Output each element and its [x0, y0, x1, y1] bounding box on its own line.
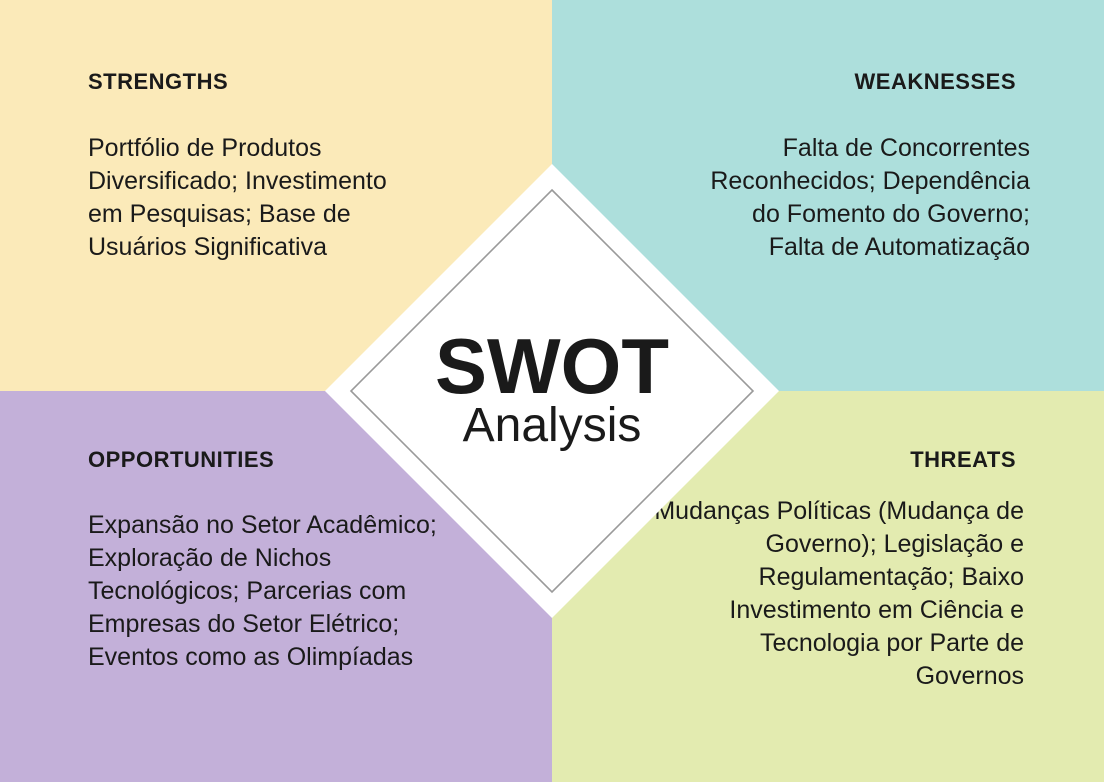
weaknesses-text: Falta de Concorrentes Reconhecidos; Depe…	[710, 134, 1030, 261]
weaknesses-heading: WEAKNESSES	[854, 69, 1016, 94]
threats-text: Mudanças Políticas (Mudança de Governo);…	[654, 497, 1024, 690]
opportunities-heading: OPPORTUNITIES	[88, 447, 275, 472]
strengths-text: Portfólio de Produtos Diversificado; Inv…	[88, 134, 387, 261]
swot-title: SWOT	[435, 322, 669, 410]
strengths-heading: STRENGTHS	[88, 69, 229, 94]
analysis-subtitle: Analysis	[462, 399, 642, 452]
opportunities-text: Expansão no Setor Acadêmico; Exploração …	[88, 511, 437, 671]
threats-heading: THREATS	[910, 447, 1016, 472]
